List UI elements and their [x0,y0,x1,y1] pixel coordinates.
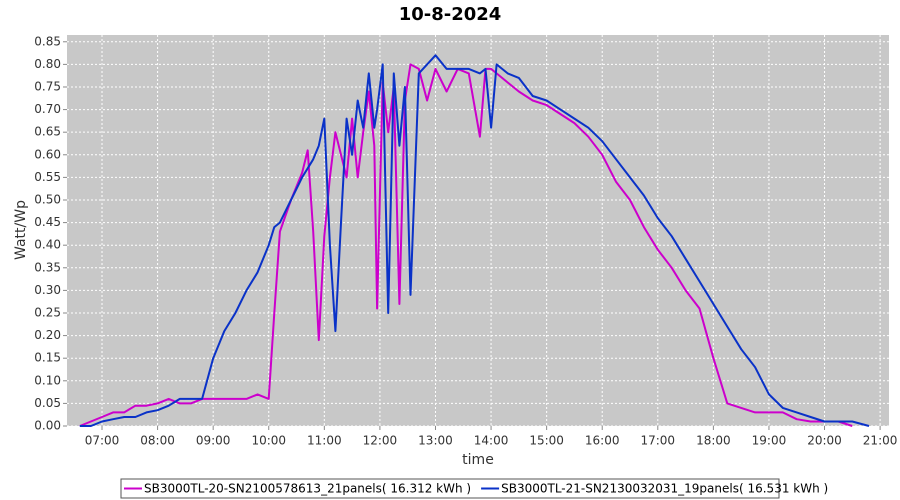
x-tick-label: 16:00 [585,434,620,448]
x-tick-label: 10:00 [251,434,286,448]
y-tick-label: 0.05 [34,396,61,410]
y-tick-label: 0.35 [34,260,61,274]
y-tick-label: 0.60 [34,147,61,161]
legend-label: SB3000TL-21-SN2130032031_19panels( 16.53… [501,482,828,496]
y-tick-label: 0.65 [34,125,61,139]
series-line [79,54,870,427]
x-tick-label: 08:00 [140,434,175,448]
y-tick-label: 0.70 [34,102,61,116]
x-tick-label: 21:00 [863,434,898,448]
legend-label: SB3000TL-20-SN2100578613_21panels( 16.31… [144,482,471,496]
y-tick-label: 0.50 [34,192,61,206]
y-tick-label: 0.75 [34,79,61,93]
y-tick-label: 0.15 [34,351,61,365]
x-tick-label: 18:00 [696,434,731,448]
series-line [79,63,853,427]
y-tick-label: 0.80 [34,57,61,71]
x-tick-label: 17:00 [640,434,675,448]
y-tick-label: 0.20 [34,328,61,342]
x-tick-label: 15:00 [529,434,564,448]
x-tick-label: 19:00 [752,434,787,448]
y-tick-label: 0.30 [34,283,61,297]
y-tick-label: 0.40 [34,238,61,252]
x-axis-label: time [462,452,494,468]
y-tick-label: 0.45 [34,215,61,229]
x-tick-label: 14:00 [474,434,509,448]
y-tick-label: 0.25 [34,305,61,319]
y-tick-label: 0.10 [34,373,61,387]
x-tick-label: 07:00 [85,434,120,448]
x-tick-label: 09:00 [196,434,231,448]
y-tick-label: 0.85 [34,34,61,48]
x-tick-label: 20:00 [807,434,842,448]
plot-area [67,35,889,426]
x-tick-label: 13:00 [418,434,453,448]
y-tick-label: 0.55 [34,170,61,184]
y-axis-label: Watt/Wp [13,200,29,260]
chart-title: 10-8-2024 [399,4,502,25]
x-tick-label: 11:00 [307,434,342,448]
y-tick-label: 0.00 [34,419,61,433]
x-tick-label: 12:00 [363,434,398,448]
legend [120,478,780,499]
